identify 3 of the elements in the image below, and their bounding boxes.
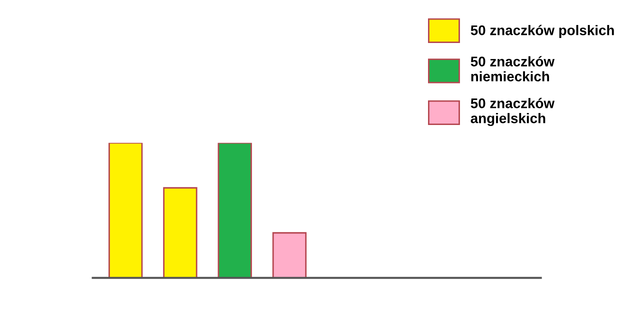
legend-label: 50 znaczków niemieckich (470, 56, 555, 82)
legend-label: 50 znaczków polskich (470, 24, 614, 38)
legend-label: 50 znaczków angielskich (470, 98, 555, 126)
